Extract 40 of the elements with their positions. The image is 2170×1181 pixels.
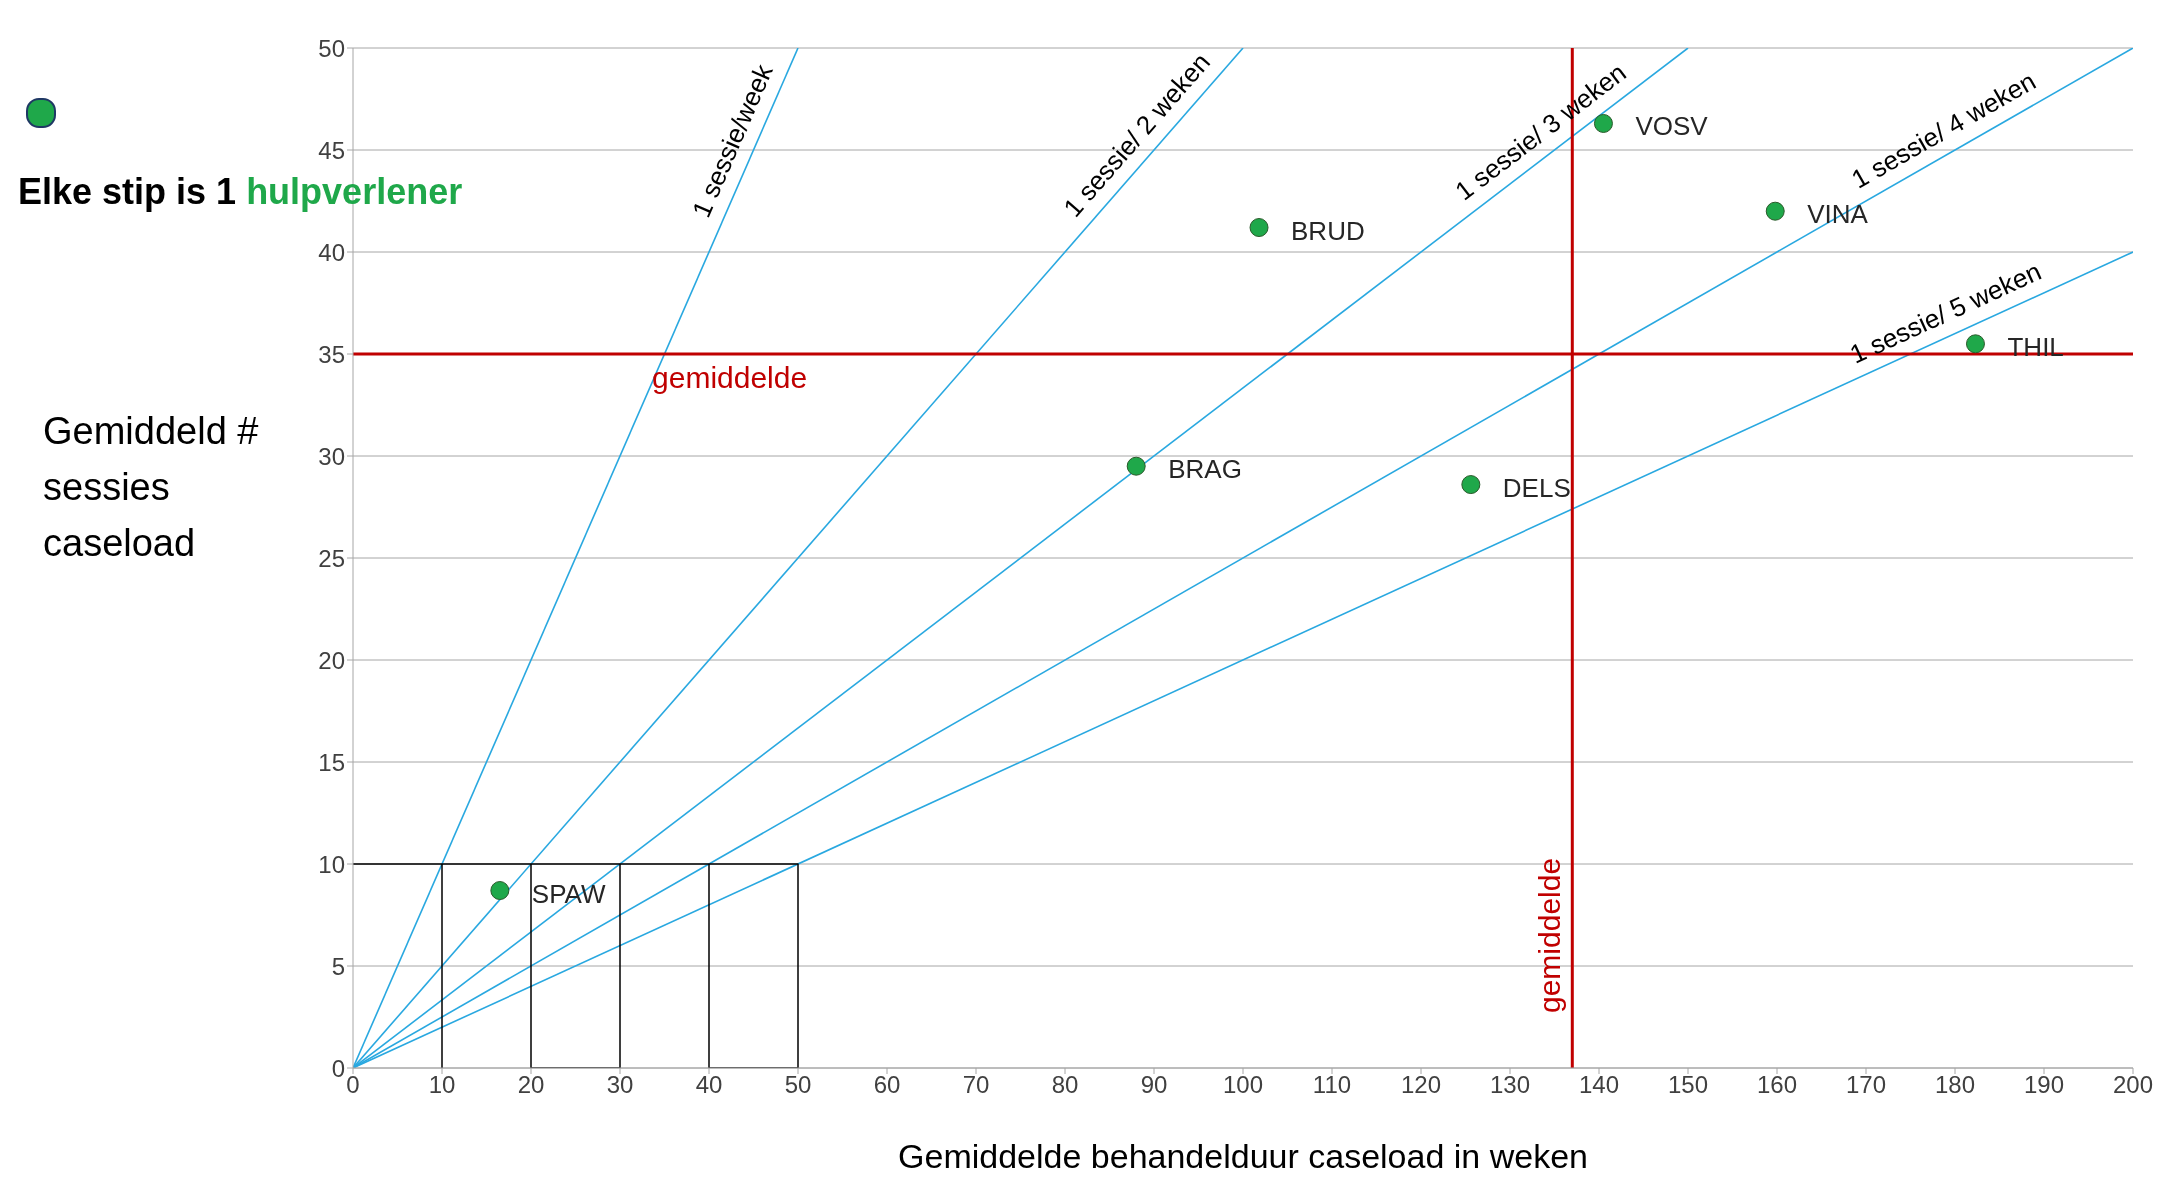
y-tick-label: 10 bbox=[318, 850, 345, 878]
y-axis-title: Gemiddeld # sessies caseload bbox=[43, 409, 260, 566]
ref-line-label: gemiddelde bbox=[1533, 857, 1567, 1013]
y-tick-label: 30 bbox=[318, 442, 345, 470]
x-tick-label: 80 bbox=[1051, 1071, 1079, 1099]
x-tick-label: 40 bbox=[695, 1071, 723, 1099]
x-tick-label: 70 bbox=[962, 1071, 990, 1099]
x-tick-label: 90 bbox=[1140, 1071, 1168, 1099]
x-tick-label: 170 bbox=[1845, 1071, 1887, 1099]
x-tick-label: 30 bbox=[606, 1071, 634, 1099]
legend-label: Elke stip is 1 hulpverlener bbox=[18, 171, 463, 212]
x-tick-label: 10 bbox=[428, 1071, 456, 1099]
y-tick-label: 25 bbox=[318, 544, 345, 572]
y-tick-label: 0 bbox=[331, 1054, 345, 1082]
y-tick-label: 20 bbox=[318, 646, 345, 674]
x-tick-label: 190 bbox=[2023, 1071, 2065, 1099]
x-tick-label: 150 bbox=[1667, 1071, 1709, 1099]
y-tick-label: 40 bbox=[318, 238, 345, 266]
x-tick-label: 160 bbox=[1756, 1071, 1798, 1099]
ref-line-label: gemiddelde bbox=[652, 361, 808, 394]
annotation: BRUD bbox=[1291, 215, 1365, 246]
annotation: VOSV bbox=[1635, 111, 1709, 142]
x-tick-label: 130 bbox=[1489, 1071, 1531, 1099]
y-tick-label: 45 bbox=[318, 136, 345, 164]
x-tick-label: 180 bbox=[1934, 1071, 1976, 1099]
x-tick-label: 120 bbox=[1400, 1071, 1442, 1099]
y-tick-label: 35 bbox=[318, 340, 345, 368]
y-tick-label: 5 bbox=[331, 952, 345, 980]
x-tick-label: 140 bbox=[1578, 1071, 1620, 1099]
x-tick-label: 110 bbox=[1312, 1071, 1352, 1099]
x-tick-label: 60 bbox=[873, 1071, 901, 1099]
x-axis-title: Gemiddelde behandelduur caseload in weken bbox=[898, 1137, 1588, 1175]
y-tick-label: 15 bbox=[318, 748, 345, 776]
annotation: BRAG bbox=[1168, 454, 1242, 485]
annotation: DELS bbox=[1502, 472, 1571, 503]
y-tick-label: 50 bbox=[318, 34, 345, 62]
x-tick-label: 200 bbox=[2112, 1071, 2154, 1099]
x-tick-label: 100 bbox=[1222, 1071, 1264, 1099]
x-tick-label: 50 bbox=[784, 1071, 812, 1099]
x-tick-label: 20 bbox=[517, 1071, 545, 1099]
